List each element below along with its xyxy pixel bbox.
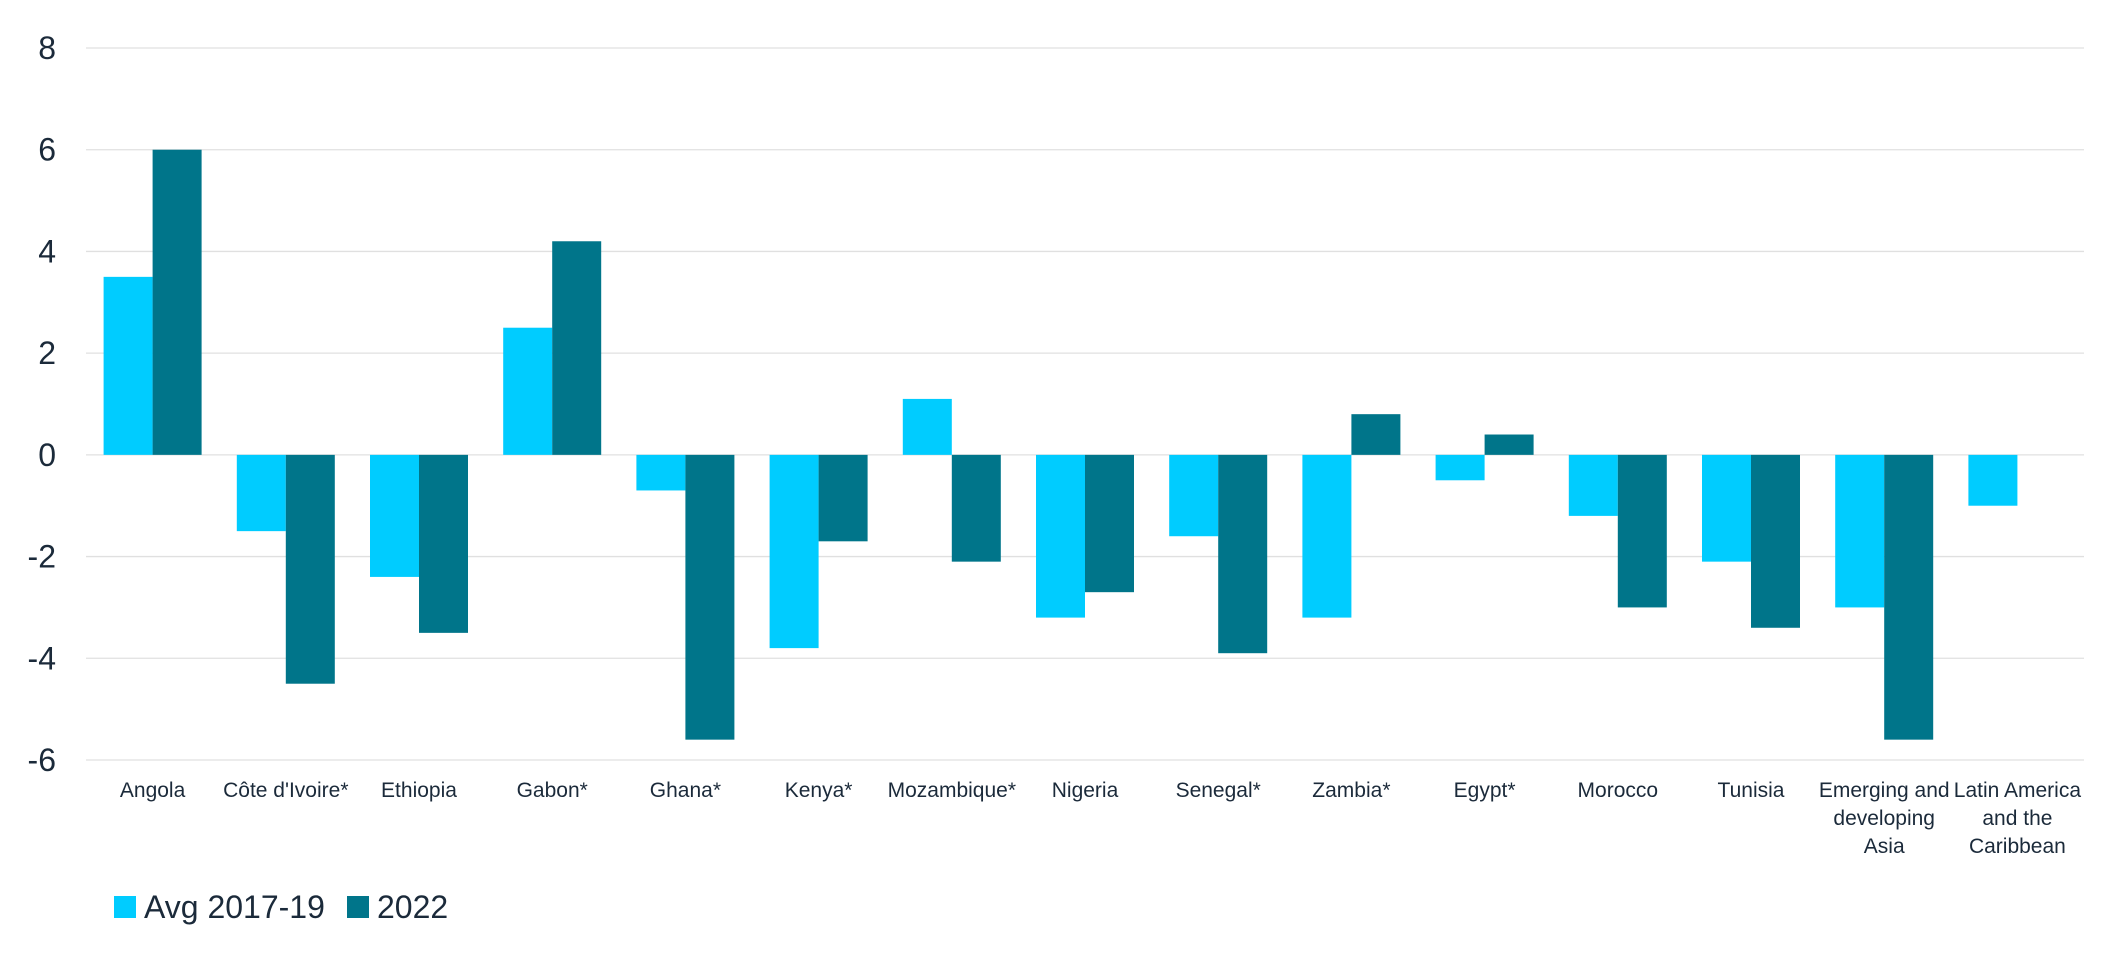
legend-swatch (114, 896, 136, 918)
x-tick-label-line: Emerging and (1819, 779, 1950, 802)
x-tick-label: Latin America and the Caribbean (1954, 779, 2082, 858)
x-tick-label-line: Latin America (1954, 779, 2082, 802)
x-tick-label-line: Ghana* (650, 779, 721, 802)
bar-avg-2017-19 (103, 276, 153, 455)
bar-avg-2017-19 (370, 454, 419, 577)
bar-2022 (152, 149, 202, 455)
x-tick-label: Emerging and developing Asia (1819, 779, 1950, 858)
bar-avg-2017-19 (1036, 454, 1085, 618)
x-tick-label: Angola (120, 779, 186, 802)
bar-2022 (1351, 414, 1401, 455)
bar-2022 (552, 241, 602, 455)
legend-swatch (347, 896, 369, 918)
bar-2022 (1751, 454, 1800, 628)
bar-avg-2017-19 (769, 454, 819, 649)
x-tick-label: Senegal* (1176, 779, 1261, 802)
bar-2022 (685, 454, 735, 740)
bar-2022 (1218, 454, 1268, 654)
x-tick-label: Morocco (1578, 779, 1659, 802)
bar-2022 (818, 454, 868, 542)
x-tick-label-line: Asia (1864, 835, 1905, 858)
bar-avg-2017-19 (902, 398, 952, 455)
y-tick-label: 0 (38, 437, 56, 473)
y-tick-label: 8 (38, 30, 56, 66)
bar-avg-2017-19 (236, 454, 286, 532)
x-tick-label: Kenya* (785, 779, 853, 802)
legend-label: Avg 2017-19 (144, 889, 325, 925)
y-tick-label: -4 (28, 640, 56, 676)
bar-2022 (1085, 454, 1134, 593)
x-tick-label-line: Senegal* (1176, 779, 1261, 802)
bar-2022 (285, 454, 335, 684)
x-tick-label: Côte d'Ivoire* (223, 779, 348, 802)
bar-avg-2017-19 (1302, 454, 1352, 618)
bar-2022 (1617, 454, 1667, 608)
y-tick-label: -6 (28, 742, 56, 778)
x-tick-label-line: Morocco (1578, 779, 1659, 802)
legend: Avg 2017-19 2022 (114, 889, 448, 925)
bar-avg-2017-19 (1169, 454, 1219, 537)
x-tick-label-line: Mozambique* (888, 779, 1016, 802)
x-tick-label: Mozambique* (888, 779, 1016, 802)
x-tick-label-line: Tunisia (1718, 779, 1785, 802)
bar-avg-2017-19 (1835, 454, 1885, 608)
x-tick-label-line: Nigeria (1052, 779, 1119, 802)
x-tick-label-line: Caribbean (1969, 835, 2066, 858)
y-tick-label: -2 (28, 539, 56, 575)
x-tick-label-line: Zambia* (1312, 779, 1390, 802)
x-tick-label-line: Ethiopia (381, 779, 457, 802)
bars (103, 149, 2018, 740)
bar-avg-2017-19 (1568, 454, 1618, 516)
bar-2022 (951, 454, 1001, 562)
bar-avg-2017-19 (636, 454, 686, 491)
y-tick-label: 4 (38, 233, 56, 269)
x-axis-labels: Angola Côte d'Ivoire* Ethiopia Gabon* Ghana*… (120, 779, 2081, 858)
y-tick-label: 6 (38, 132, 56, 168)
x-tick-label: Nigeria (1052, 779, 1119, 802)
x-tick-label: Zambia* (1312, 779, 1390, 802)
bar-avg-2017-19 (503, 327, 553, 455)
bar-2022 (1484, 434, 1534, 455)
x-tick-label-line: Côte d'Ivoire* (223, 779, 348, 802)
x-tick-label-line: Angola (120, 779, 186, 802)
bar-avg-2017-19 (1968, 454, 2018, 506)
legend-label: 2022 (377, 889, 448, 925)
x-tick-label-line: Kenya* (785, 779, 853, 802)
x-tick-label-line: developing (1833, 807, 1935, 830)
bar-avg-2017-19 (1702, 454, 1751, 562)
x-tick-label-line: and the (1982, 807, 2052, 830)
y-tick-label: 2 (38, 335, 56, 371)
x-tick-label-line: Gabon* (517, 779, 588, 802)
x-tick-label: Ghana* (650, 779, 721, 802)
bar-2022 (1884, 454, 1934, 740)
y-axis-ticks: 8 6 4 2 0 -2 -4 -6 (28, 30, 56, 778)
x-tick-label: Tunisia (1718, 779, 1785, 802)
x-tick-label-line: Egypt* (1454, 779, 1516, 802)
bar-avg-2017-19 (1435, 454, 1485, 481)
x-tick-label: Gabon* (517, 779, 588, 802)
gridlines (86, 47, 2084, 761)
x-tick-label: Egypt* (1454, 779, 1516, 802)
bar-2022 (419, 454, 468, 633)
x-tick-label: Ethiopia (381, 779, 457, 802)
